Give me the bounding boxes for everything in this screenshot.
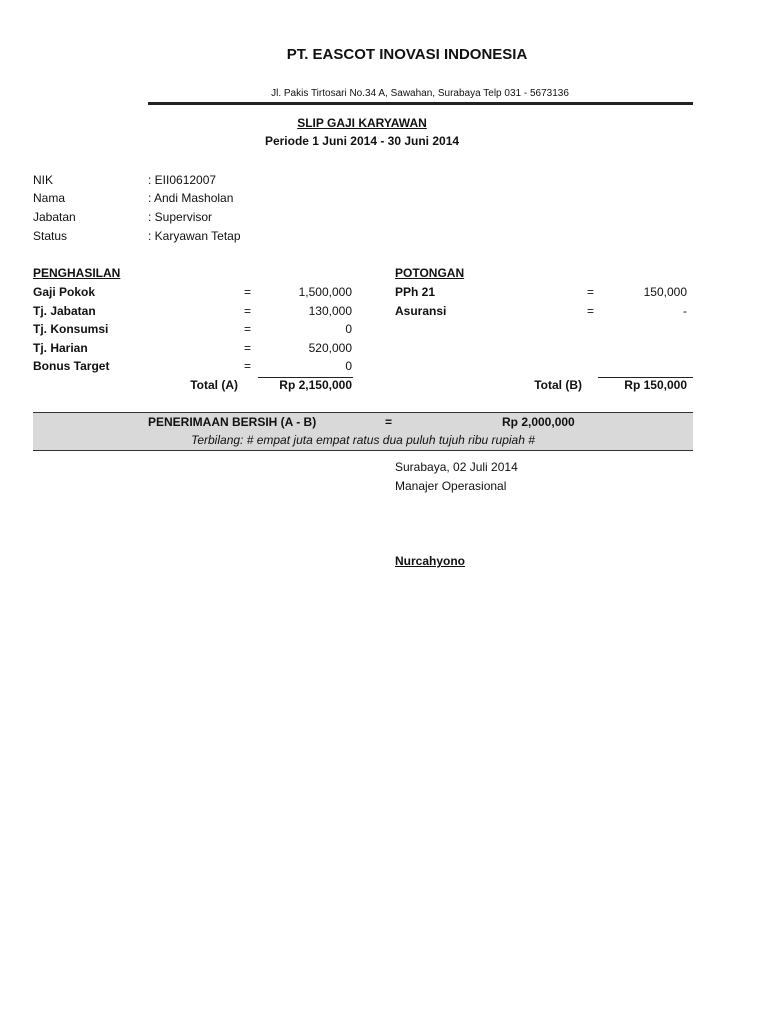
income-item-eq: = — [244, 340, 252, 355]
deduction-item-value: 150,000 — [643, 285, 687, 299]
income-item-label: Tj. Harian — [33, 340, 88, 355]
income-item-value: 130,000 — [308, 303, 352, 318]
net-pay-value: Rp 2,000,000 — [502, 415, 575, 429]
deduction-total-line — [598, 377, 693, 378]
deduction-item-value: - — [683, 303, 687, 318]
net-pay-label: PENERIMAAN BERSIH (A - B) — [148, 415, 317, 429]
nik-label: NIK — [33, 173, 54, 187]
income-heading: PENGHASILAN — [33, 266, 121, 280]
signature-position: Manajer Operasional — [395, 479, 507, 493]
income-total-value: Rp 2,150,000 — [279, 378, 352, 392]
deduction-item-eq: = — [587, 303, 595, 318]
signature-place-date: Surabaya, 02 Juli 2014 — [395, 460, 518, 474]
income-item-label: Tj. Konsumsi — [33, 322, 109, 337]
income-item-eq: = — [244, 322, 252, 337]
status-value: : Karyawan Tetap — [148, 229, 241, 243]
deduction-item-eq: = — [587, 285, 595, 299]
position-value: : Supervisor — [148, 210, 213, 224]
company-address: Jl. Pakis Tirtosari No.34 A, Sawahan, Su… — [271, 88, 569, 99]
income-item-eq: = — [244, 303, 252, 318]
income-item-value: 1,500,000 — [298, 285, 352, 299]
income-item-label: Tj. Jabatan — [33, 303, 96, 318]
deduction-item-label: Asuransi — [395, 303, 447, 318]
position-label: Jabatan — [33, 210, 76, 224]
deduction-total-value: Rp 150,000 — [624, 378, 687, 392]
header-divider — [148, 102, 693, 105]
deduction-heading: POTONGAN — [395, 266, 465, 280]
terbilang-text: Terbilang: # empat juta empat ratus dua … — [191, 433, 535, 447]
income-item-eq: = — [244, 285, 252, 299]
deduction-item-label: PPh 21 — [395, 285, 436, 299]
deduction-total-label: Total (B) — [534, 378, 582, 392]
income-item-eq: = — [244, 359, 252, 374]
income-item-value: 520,000 — [308, 340, 352, 355]
net-pay-equals: = — [385, 415, 393, 429]
name-label: Nama — [33, 191, 66, 205]
income-total-label: Total (A) — [190, 378, 238, 392]
status-label: Status — [33, 229, 68, 243]
document-title: SLIP GAJI KARYAWAN — [297, 116, 427, 130]
signature-name: Nurcahyono — [395, 554, 466, 568]
net-pay-row: PENERIMAAN BERSIH (A - B) = Rp 2,000,000 — [33, 412, 693, 432]
terbilang-row: Terbilang: # empat juta empat ratus dua … — [33, 431, 693, 451]
income-item-label: Gaji Pokok — [33, 285, 96, 299]
nik-value: : EII0612007 — [148, 173, 217, 187]
income-item-value: 0 — [345, 359, 352, 374]
income-item-value: 0 — [345, 322, 352, 337]
company-name: PT. EASCOT INOVASI INDONESIA — [286, 46, 528, 63]
period: Periode 1 Juni 2014 - 30 Juni 2014 — [264, 134, 460, 148]
income-item-label: Bonus Target — [33, 359, 110, 374]
income-total-line — [258, 377, 353, 378]
name-value: : Andi Masholan — [148, 191, 234, 205]
